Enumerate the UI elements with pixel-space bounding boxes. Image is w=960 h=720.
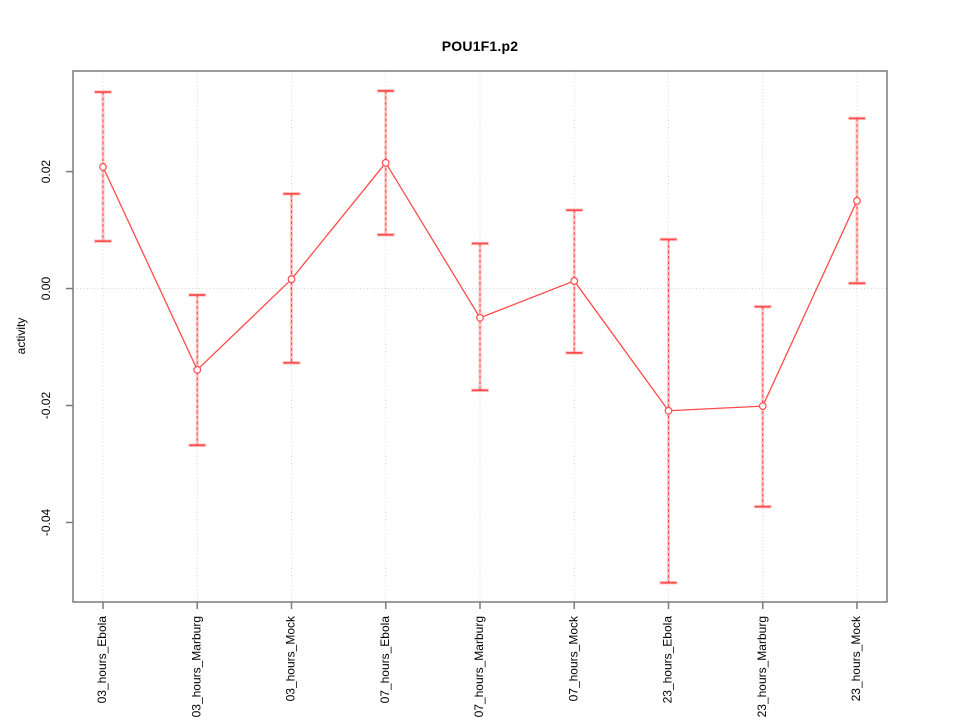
data-point: [287, 275, 296, 284]
data-point: [570, 277, 579, 285]
data-point: [476, 313, 484, 322]
y-tick-label: 0.00: [39, 277, 53, 301]
y-tick-label: 0.02: [39, 160, 53, 184]
x-tick-label: 07_hours_Marburg: [472, 616, 486, 717]
data-point: [99, 163, 107, 171]
x-tick-label: 03_hours_Ebola: [95, 616, 109, 704]
x-tick-label: 23_hours_Mock: [849, 615, 863, 701]
data-point: [853, 196, 861, 205]
data-point: [664, 406, 673, 415]
y-tick-label: -0.02: [39, 392, 53, 420]
data-point: [193, 365, 202, 374]
y-tick-label: -0.04: [39, 508, 53, 536]
chart-title: POU1F1.p2: [441, 38, 519, 54]
x-tick-label: 03_hours_Mock: [284, 615, 298, 701]
x-tick-label: 07_hours_Ebola: [378, 616, 392, 704]
data-point: [381, 158, 390, 167]
x-tick-label: 23_hours_Ebola: [661, 616, 675, 704]
data-point: [758, 402, 767, 410]
x-tick-label: 23_hours_Marburg: [755, 616, 769, 717]
x-tick-label: 07_hours_Mock: [566, 615, 580, 701]
x-tick-label: 03_hours_Marburg: [189, 616, 203, 717]
